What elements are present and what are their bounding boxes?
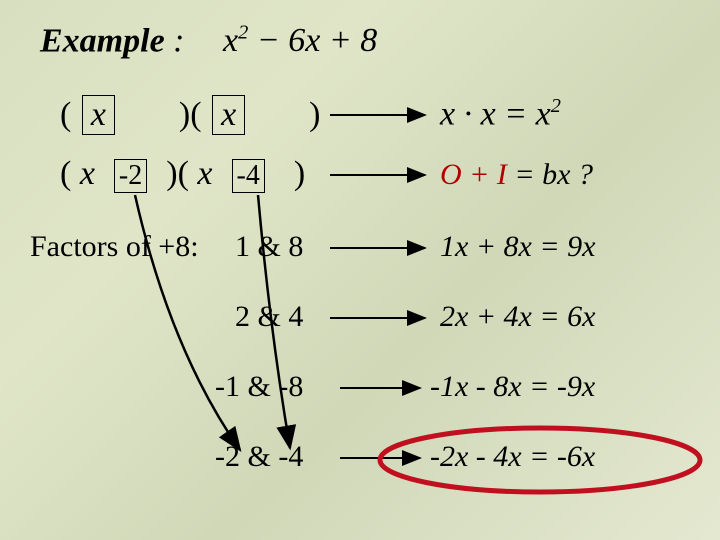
quad-exp: 2: [238, 22, 248, 44]
paren-open-4: (: [178, 155, 189, 192]
x-var-4: x: [197, 155, 212, 192]
quad-rest: − 6x + 8: [248, 22, 377, 59]
x-slot-2: x: [212, 95, 245, 135]
paren-row-2: ( x -2 )( x -4 ): [60, 155, 305, 193]
eq-oi: O + I = bx ?: [440, 158, 593, 192]
factor-pair-4: -2 & -4: [215, 440, 303, 474]
result-1: 1x + 8x = 9x: [440, 230, 595, 264]
xx-exp: 2: [551, 95, 561, 117]
eq-xx: x · x = x2: [440, 95, 561, 133]
x-var-3: x: [80, 155, 95, 192]
result-3: -1x - 8x = -9x: [430, 370, 595, 404]
factor-pair-2: 2 & 4: [235, 300, 303, 334]
result-2: 2x + 4x = 6x: [440, 300, 595, 334]
result-4: -2x - 4x = -6x: [430, 440, 595, 474]
oi-pre: O + I: [440, 158, 507, 191]
num-slot-neg4: -4: [232, 159, 265, 193]
example-label: Example: [40, 22, 165, 59]
colon: :: [165, 22, 185, 59]
x-slot-1: x: [82, 95, 115, 135]
xx-text: x · x = x: [440, 95, 551, 132]
factor-pair-3: -1 & -8: [215, 370, 303, 404]
paren-open-2: (: [190, 96, 201, 133]
oi-post: = bx ?: [507, 158, 593, 191]
paren-open-3: (: [60, 155, 71, 192]
paren-close-1: ): [179, 96, 190, 133]
paren-open-1: (: [60, 96, 71, 133]
paren-close-2: ): [309, 96, 320, 133]
num-slot-neg2: -2: [114, 159, 147, 193]
factor-pair-1: 1 & 8: [235, 230, 303, 264]
example-line: Example : x2 − 6x + 8: [40, 22, 377, 60]
slide-content: Example : x2 − 6x + 8 ( x )( x ) ( x -2 …: [0, 0, 720, 540]
paren-close-4: ): [294, 155, 305, 192]
paren-row-1: ( x )( x ): [60, 95, 321, 135]
factors-label: Factors of +8:: [30, 230, 199, 264]
quad-x: x: [223, 22, 238, 59]
paren-close-3: ): [166, 155, 177, 192]
quadratic-expr: x2 − 6x + 8: [223, 22, 377, 59]
